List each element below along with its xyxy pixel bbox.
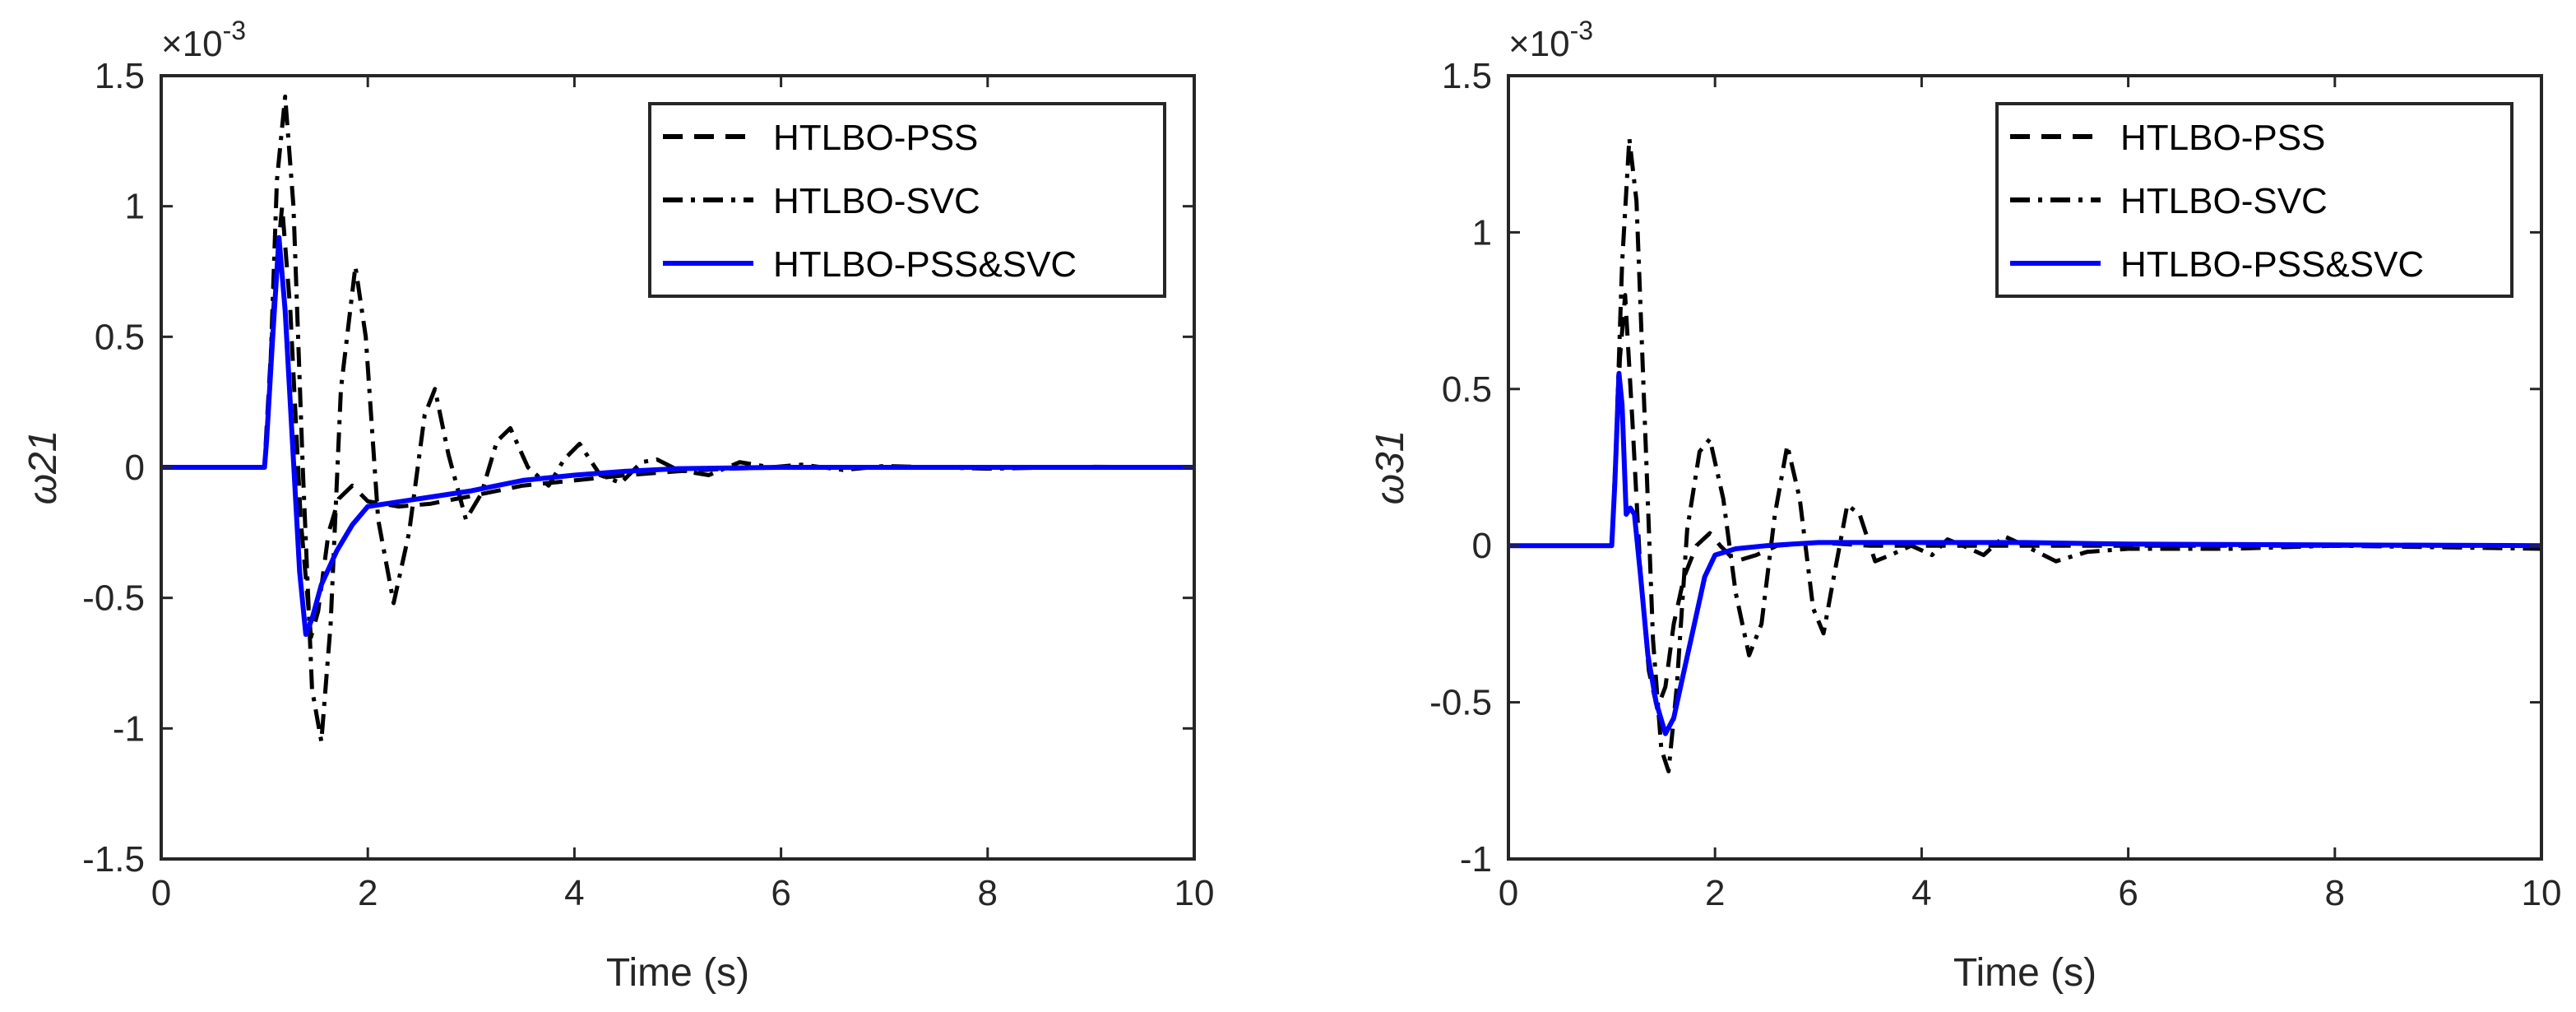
left-y-tick-label: 0.5 (95, 317, 145, 357)
right-x-tick-label: 2 (1705, 873, 1725, 913)
left-y-tick-label: -1.5 (82, 839, 145, 880)
left-x-tick-label: 2 (358, 873, 378, 913)
left-x-tick-label: 4 (564, 873, 584, 913)
right-x-tick-label: 4 (1911, 873, 1931, 913)
right-y-tick-label: 0.5 (1442, 369, 1492, 410)
right-series-htlbo-pss (1508, 293, 2541, 711)
left-y-tick-label: 0 (125, 448, 145, 488)
right-legend-label-pss-svc: HTLBO-PSS&SVC (2120, 244, 2424, 285)
left-y-tick-label: -0.5 (82, 578, 145, 619)
right-series-htlbo-pss-svc (1508, 370, 2541, 736)
right-y-tick-label: 1.5 (1442, 56, 1492, 96)
left-x-axis-label: Time (s) (606, 951, 749, 995)
right-y-tick-label: -1 (1460, 839, 1492, 880)
left-series-htlbo-pss-svc (161, 234, 1194, 638)
left-y-tick-label: 1.5 (95, 56, 145, 96)
right-x-tick-label: 6 (2118, 873, 2138, 913)
right-legend: HTLBO-PSS HTLBO-SVC HTLBO-PSS&SVC (1995, 102, 2513, 298)
right-y-axis-label: ω31 (1369, 430, 1412, 505)
right-plot-lines (1508, 136, 2541, 773)
right-legend-label-pss: HTLBO-PSS (2120, 118, 2325, 158)
left-series-htlbo-svc (161, 94, 1194, 744)
left-chart-panel: 0 2 4 6 8 10 -1.5 -1 -0.5 0 0.5 1 1.5 ×10-3 ω21 Time… (21, 16, 1214, 995)
right-exponent-label: ×10-3 (1508, 16, 1593, 64)
left-x-tick-label: 8 (978, 873, 998, 913)
right-legend-label-svc: HTLBO-SVC (2120, 181, 2328, 221)
left-legend-label-svc: HTLBO-SVC (773, 181, 980, 221)
right-y-tick-label: 0 (1472, 526, 1492, 566)
right-y-tick-label: -0.5 (1429, 683, 1492, 723)
right-axes-box (1507, 74, 2543, 861)
right-y-tick-label: 1 (1472, 212, 1492, 253)
right-x-tick-label: 8 (2325, 873, 2345, 913)
left-exponent-label: ×10-3 (161, 16, 246, 64)
left-legend-label-pss-svc: HTLBO-PSS&SVC (773, 244, 1077, 285)
left-x-tick-label: 10 (1174, 873, 1215, 913)
right-ticks: 0 2 4 6 8 10 -1 -0.5 0 0.5 1 1.5 (1429, 56, 2561, 913)
left-y-tick-label: -1 (113, 708, 145, 749)
right-x-tick-label: 10 (2522, 873, 2562, 913)
left-x-tick-label: 6 (771, 873, 790, 913)
left-ticks: 0 2 4 6 8 10 -1.5 -1 -0.5 0 0.5 1 1.5 (82, 56, 1214, 913)
left-legend: HTLBO-PSS HTLBO-SVC HTLBO-PSS&SVC (648, 102, 1166, 298)
left-y-axis-label: ω21 (21, 430, 65, 505)
right-series-htlbo-svc (1508, 136, 2541, 773)
left-x-tick-label: 0 (151, 873, 171, 913)
left-y-tick-label: 1 (125, 187, 145, 227)
left-legend-label-pss: HTLBO-PSS (773, 118, 978, 158)
right-x-axis-label: Time (s) (1953, 951, 2096, 995)
right-chart-panel: 0 2 4 6 8 10 -1 -0.5 0 0.5 1 1.5 ×10-3 ω31 Time (s)… (1369, 16, 2561, 995)
left-plot-lines (161, 94, 1194, 744)
right-x-tick-label: 0 (1499, 873, 1518, 913)
